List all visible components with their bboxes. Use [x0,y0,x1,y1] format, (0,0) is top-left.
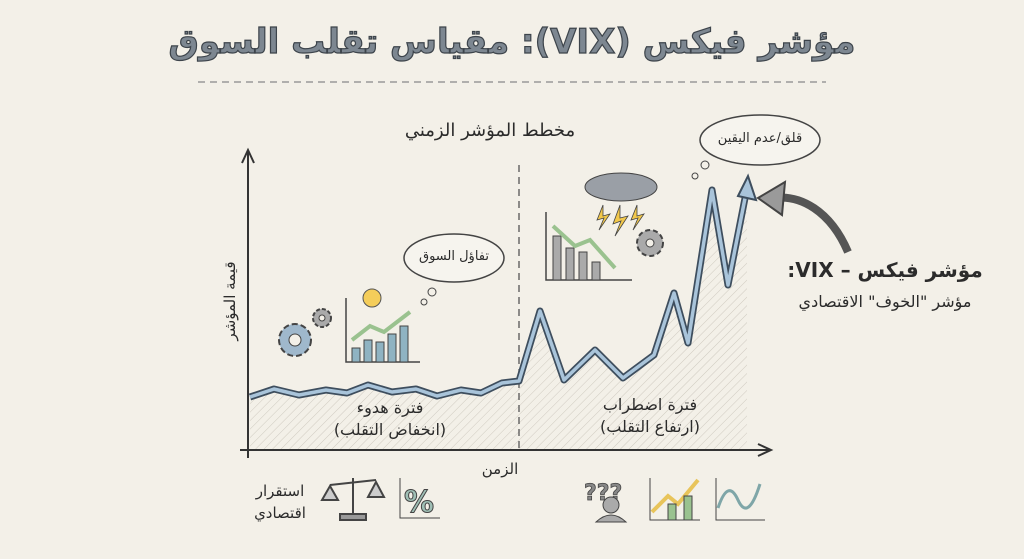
svg-text:%: % [404,485,434,520]
falling-chart-icon [545,212,632,281]
callout-title: مؤشر فيكس – VIX: [787,258,983,282]
x-axis-label: الزمن [481,460,519,478]
balance-scale-icon [320,478,386,521]
anxiety-cloud-text: قلق/عدم اليقين [717,131,803,146]
lightning-icon [596,204,645,237]
confused-person-icon: ??? [584,481,628,523]
sun-icon [362,288,382,308]
turbulent-period-sublabel: (ارتفاع التقلب) [600,417,700,436]
y-axis-label: قيمة المؤشر [221,261,239,341]
chart-title: مخطط المؤشر الزمني [404,120,576,141]
broken-gear-icon [636,229,664,257]
wave-chart-icon [715,478,765,521]
y-axis-arrow [241,147,255,164]
callout-arrowhead [756,180,787,217]
storm-cloud-icon [584,172,658,202]
growth-chart-icon [649,478,700,521]
gear-icon [312,308,332,328]
callout-subtitle: مؤشر "الخوف" الاقتصادي [798,292,972,311]
percent-chart-icon: % [399,478,440,521]
page-title: مؤشر فيكس (VIX): مقياس تقلب السوق [168,21,856,62]
vix-arrowhead [736,173,758,202]
turbulent-period-label: فترة اضطراب [602,395,698,414]
gear-icon [278,323,312,357]
stability-label: استقرار اقتصادي [254,482,306,522]
callout-arrow [774,193,852,254]
optimism-cloud [403,233,505,283]
area-fill [250,185,747,450]
x-axis-arrow [757,443,774,457]
optimism-cloud-text: تفاؤل السوق [419,249,489,264]
rising-chart-icon [345,298,420,363]
calm-period-label: فترة هدوء [356,398,424,417]
calm-period-sublabel: (انخفاض التقلب) [333,420,447,439]
vix-line [249,187,749,399]
anxiety-cloud [699,114,821,166]
